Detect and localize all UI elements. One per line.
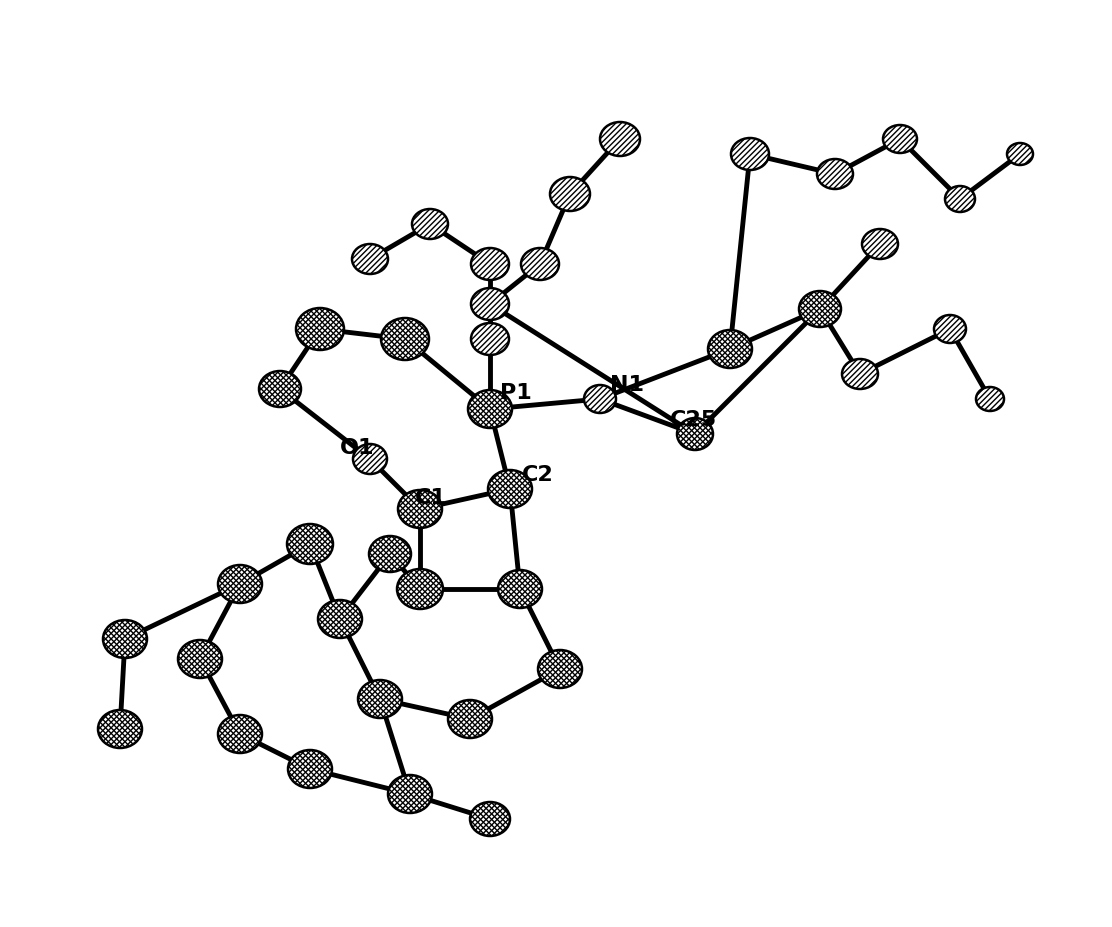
Ellipse shape <box>731 139 770 171</box>
Ellipse shape <box>1007 144 1033 166</box>
Ellipse shape <box>600 123 641 157</box>
Ellipse shape <box>862 230 898 260</box>
Ellipse shape <box>288 750 332 788</box>
Ellipse shape <box>471 324 509 356</box>
Ellipse shape <box>934 316 966 344</box>
Text: C2: C2 <box>522 464 554 485</box>
Ellipse shape <box>358 680 403 718</box>
Ellipse shape <box>488 471 532 508</box>
Ellipse shape <box>353 445 387 475</box>
Ellipse shape <box>448 700 492 738</box>
Ellipse shape <box>413 210 448 240</box>
Ellipse shape <box>883 126 917 154</box>
Ellipse shape <box>468 390 512 428</box>
Ellipse shape <box>976 387 1004 412</box>
Ellipse shape <box>287 525 332 565</box>
Ellipse shape <box>259 372 301 408</box>
Ellipse shape <box>381 319 429 361</box>
Text: O1: O1 <box>340 438 375 458</box>
Ellipse shape <box>103 620 147 658</box>
Ellipse shape <box>471 288 509 321</box>
Text: C25: C25 <box>671 410 717 429</box>
Text: C1: C1 <box>415 488 447 507</box>
Ellipse shape <box>470 802 510 836</box>
Ellipse shape <box>842 360 878 389</box>
Ellipse shape <box>817 159 853 190</box>
Ellipse shape <box>369 537 411 572</box>
Ellipse shape <box>218 716 262 753</box>
Ellipse shape <box>550 178 590 211</box>
Text: P1: P1 <box>500 383 532 402</box>
Ellipse shape <box>945 187 975 213</box>
Ellipse shape <box>178 641 222 679</box>
Ellipse shape <box>397 569 443 609</box>
Ellipse shape <box>708 331 752 369</box>
Ellipse shape <box>353 245 388 274</box>
Ellipse shape <box>98 710 142 748</box>
Ellipse shape <box>522 248 559 281</box>
Ellipse shape <box>677 419 713 451</box>
Ellipse shape <box>218 565 262 603</box>
Ellipse shape <box>584 386 616 413</box>
Ellipse shape <box>388 775 431 813</box>
Ellipse shape <box>318 601 363 639</box>
Text: N1: N1 <box>610 375 644 395</box>
Ellipse shape <box>498 570 542 608</box>
Ellipse shape <box>538 651 582 688</box>
Ellipse shape <box>398 490 441 528</box>
Ellipse shape <box>296 309 344 350</box>
Ellipse shape <box>800 292 841 327</box>
Ellipse shape <box>471 248 509 281</box>
